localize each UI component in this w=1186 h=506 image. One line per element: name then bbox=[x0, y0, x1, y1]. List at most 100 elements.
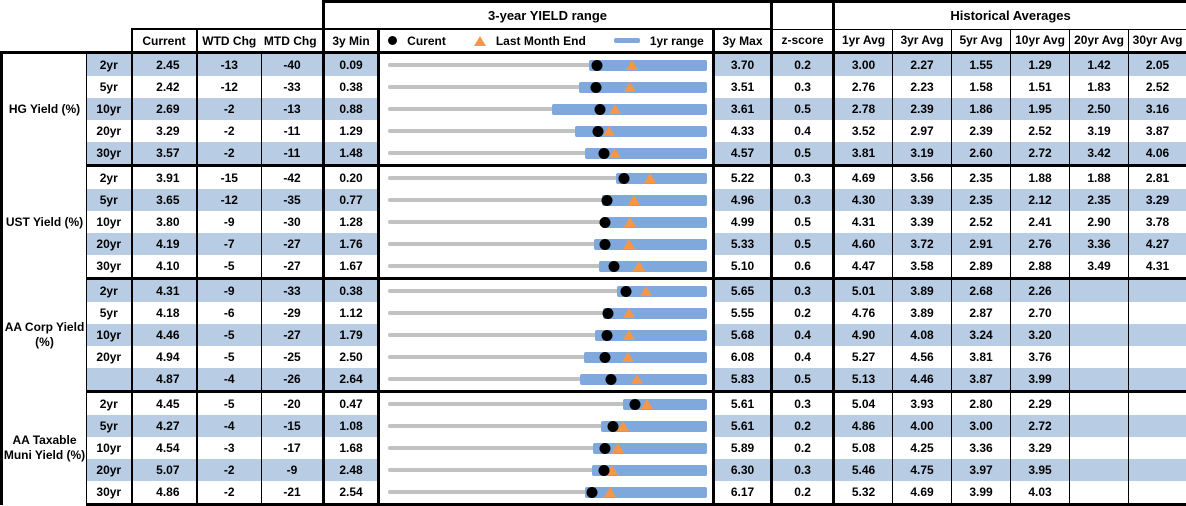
mtd-chg-cell: -21 bbox=[262, 481, 324, 505]
wtd-chg-cell: -6 bbox=[197, 302, 262, 324]
3y-min-cell: 0.47 bbox=[324, 392, 379, 416]
z-score-cell: 0.2 bbox=[772, 302, 834, 324]
avg-cell: 2.12 bbox=[1011, 189, 1070, 211]
mtd-chg-cell: -11 bbox=[262, 142, 324, 166]
avg-cell: 4.30 bbox=[834, 189, 893, 211]
yield-range-chart bbox=[388, 302, 707, 324]
wtd-chg-cell: -13 bbox=[197, 53, 262, 77]
3y-min-cell: 1.12 bbox=[324, 302, 379, 324]
current-cell: 4.46 bbox=[132, 324, 197, 346]
avg-cell: 4.75 bbox=[893, 459, 952, 481]
current-cell: 2.69 bbox=[132, 98, 197, 120]
yield-range-chart-cell bbox=[379, 166, 714, 190]
avg-cell: 3.81 bbox=[952, 346, 1011, 368]
avg-cell bbox=[1129, 437, 1186, 459]
col-header-1yr-avg: 1yr Avg bbox=[834, 29, 893, 53]
avg-cell: 3.20 bbox=[1011, 324, 1070, 346]
one-year-range-bar bbox=[589, 60, 707, 71]
avg-cell: 2.39 bbox=[952, 120, 1011, 142]
tenor-cell: 5yr bbox=[87, 189, 132, 211]
avg-cell bbox=[1070, 392, 1129, 416]
avg-cell bbox=[1129, 324, 1186, 346]
yield-range-chart bbox=[388, 142, 707, 164]
current-cell: 3.57 bbox=[132, 142, 197, 166]
avg-cell: 2.78 bbox=[834, 98, 893, 120]
legend-current-label: Curent bbox=[407, 34, 446, 48]
tenor-cell: 20yr bbox=[87, 346, 132, 368]
avg-cell: 2.26 bbox=[1011, 279, 1070, 303]
mtd-chg-cell: -27 bbox=[262, 324, 324, 346]
last-month-end-triangle bbox=[641, 399, 653, 409]
avg-cell: 4.31 bbox=[834, 211, 893, 233]
z-score-cell: 0.5 bbox=[772, 142, 834, 166]
3y-min-cell: 2.64 bbox=[324, 368, 379, 392]
avg-cell: 2.52 bbox=[952, 211, 1011, 233]
z-score-cell: 0.5 bbox=[772, 98, 834, 120]
last-month-end-triangle bbox=[623, 330, 635, 340]
tenor-cell: 5yr bbox=[87, 76, 132, 98]
yield-range-chart-cell bbox=[379, 120, 714, 142]
3y-min-cell: 0.77 bbox=[324, 189, 379, 211]
avg-cell: 2.87 bbox=[952, 302, 1011, 324]
tenor-cell: 20yr bbox=[87, 459, 132, 481]
avg-cell: 2.68 bbox=[952, 279, 1011, 303]
tenor-cell: 20yr bbox=[87, 120, 132, 142]
tenor-cell: 5yr bbox=[87, 415, 132, 437]
yield-range-chart-cell bbox=[379, 233, 714, 255]
avg-cell: 1.95 bbox=[1011, 98, 1070, 120]
yield-range-chart-cell bbox=[379, 211, 714, 233]
avg-cell bbox=[1129, 459, 1186, 481]
3y-max-cell: 5.55 bbox=[714, 302, 772, 324]
one-year-range-bar bbox=[602, 195, 707, 206]
avg-cell: 2.91 bbox=[952, 233, 1011, 255]
one-year-range-bar bbox=[585, 487, 707, 498]
3y-min-cell: 0.38 bbox=[324, 279, 379, 303]
3y-max-cell: 5.22 bbox=[714, 166, 772, 190]
col-header-3yr-avg: 3yr Avg bbox=[893, 29, 952, 53]
one-year-range-bar bbox=[552, 104, 707, 115]
avg-cell: 3.29 bbox=[1129, 189, 1186, 211]
avg-cell: 1.42 bbox=[1070, 53, 1129, 77]
avg-cell: 3.89 bbox=[893, 279, 952, 303]
yield-range-chart bbox=[388, 393, 707, 415]
avg-cell: 2.76 bbox=[834, 76, 893, 98]
current-cell: 4.18 bbox=[132, 302, 197, 324]
avg-cell: 3.39 bbox=[893, 211, 952, 233]
avg-cell: 4.47 bbox=[834, 255, 893, 279]
avg-cell bbox=[1070, 368, 1129, 392]
avg-cell: 4.76 bbox=[834, 302, 893, 324]
one-year-range-bar bbox=[580, 374, 707, 385]
3y-max-cell: 3.51 bbox=[714, 76, 772, 98]
yield-range-chart bbox=[388, 324, 707, 346]
avg-cell: 4.90 bbox=[834, 324, 893, 346]
yield-range-chart-cell bbox=[379, 279, 714, 303]
last-month-end-triangle bbox=[612, 443, 624, 453]
avg-cell bbox=[1070, 459, 1129, 481]
avg-cell: 2.80 bbox=[952, 392, 1011, 416]
avg-cell: 3.76 bbox=[1011, 346, 1070, 368]
tenor-cell: 2yr bbox=[87, 392, 132, 416]
current-cell: 3.65 bbox=[132, 189, 197, 211]
avg-cell bbox=[1070, 302, 1129, 324]
avg-cell bbox=[1129, 368, 1186, 392]
section-label: AA Corp Yield (%) bbox=[2, 279, 87, 392]
avg-cell: 2.89 bbox=[952, 255, 1011, 279]
yield-range-chart-cell bbox=[379, 324, 714, 346]
current-dot bbox=[601, 330, 612, 341]
avg-cell: 1.88 bbox=[1070, 166, 1129, 190]
wtd-chg-cell: -4 bbox=[197, 368, 262, 392]
z-score-cell: 0.6 bbox=[772, 255, 834, 279]
col-header-20yr-avg: 20yr Avg bbox=[1070, 29, 1129, 53]
avg-cell: 1.51 bbox=[1011, 76, 1070, 98]
avg-cell: 1.55 bbox=[952, 53, 1011, 77]
3y-max-cell: 5.61 bbox=[714, 415, 772, 437]
col-header-5yr-avg: 5yr Avg bbox=[952, 29, 1011, 53]
avg-cell: 5.04 bbox=[834, 392, 893, 416]
tenor-cell bbox=[87, 368, 132, 392]
z-score-cell: 0.3 bbox=[772, 166, 834, 190]
avg-cell: 3.99 bbox=[952, 481, 1011, 505]
avg-cell bbox=[1129, 392, 1186, 416]
